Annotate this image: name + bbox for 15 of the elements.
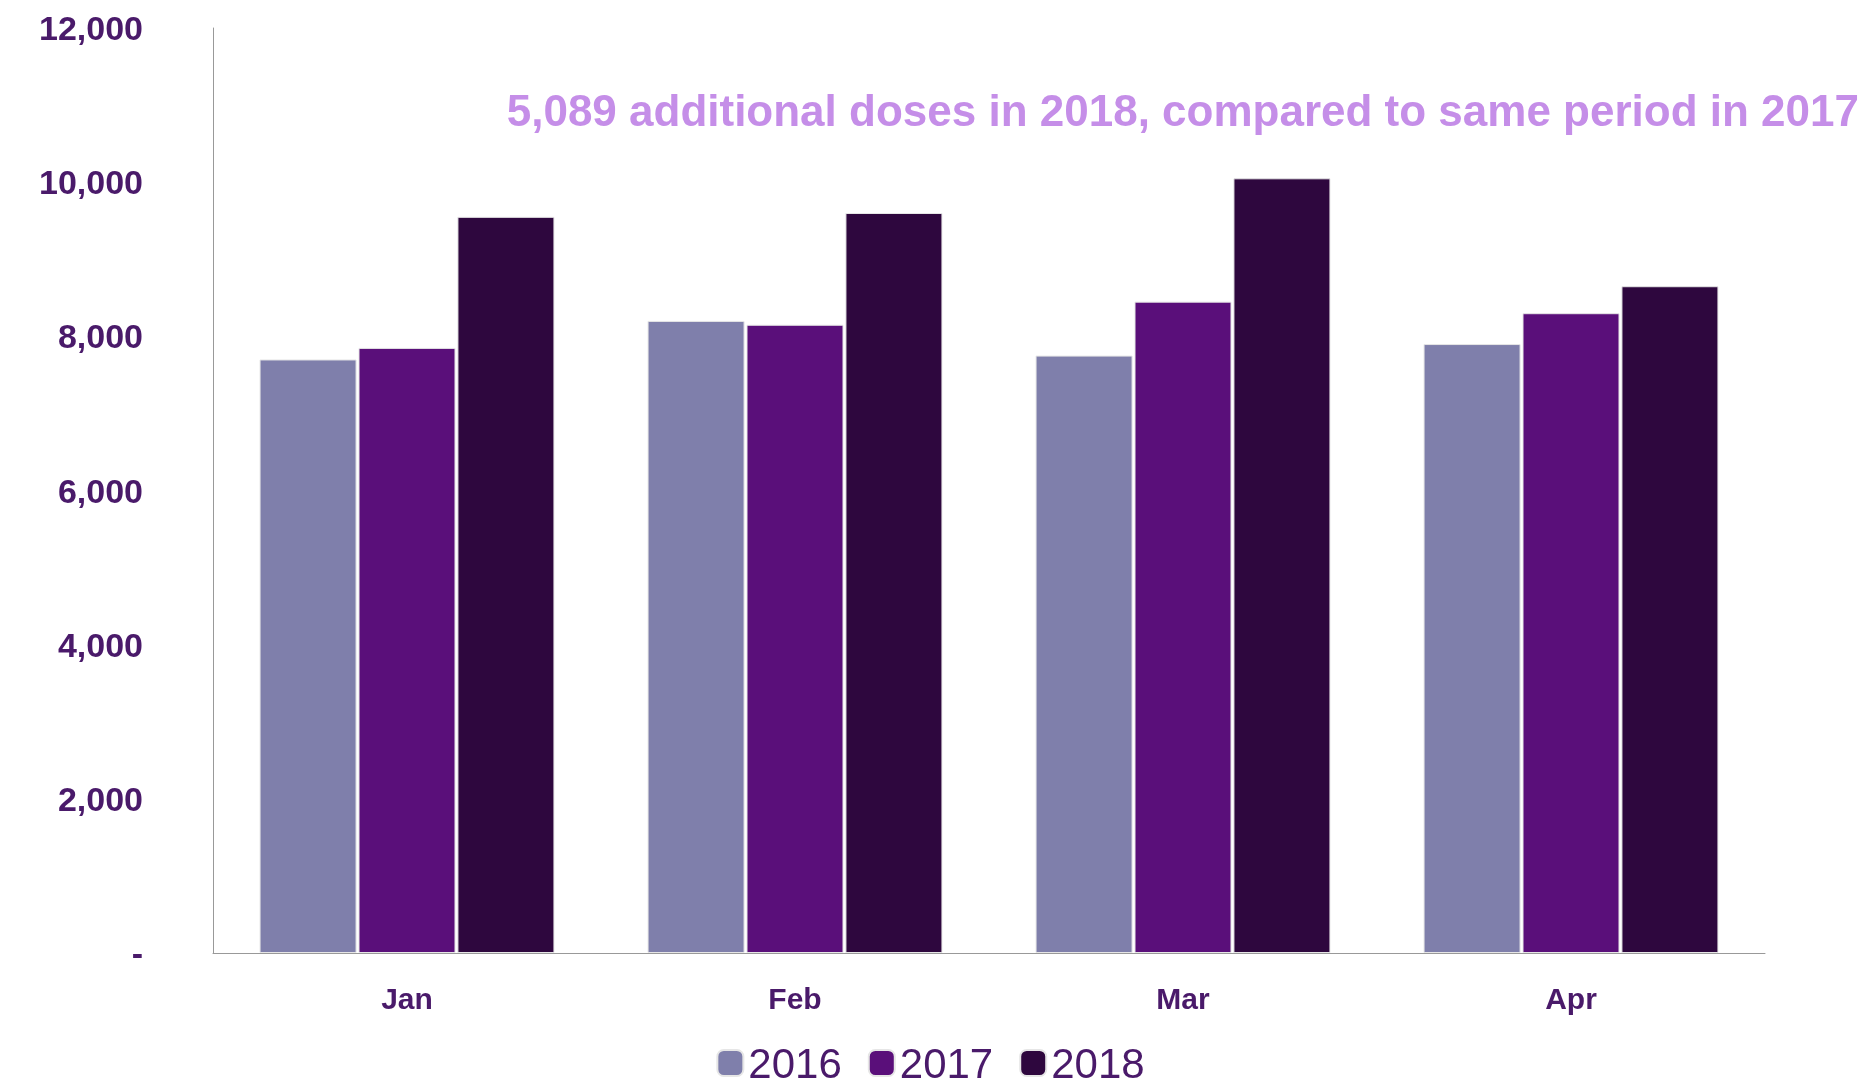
x-tick-label: Jan [381, 981, 433, 1015]
x-tick-label: Apr [1545, 981, 1598, 1015]
y-tick-label: 6,000 [57, 471, 143, 510]
y-tick-label: - [131, 934, 143, 972]
y-tick-label: 10,000 [39, 163, 143, 202]
annotation: 5,089 additional doses in 2018, compared to same period in 2017 [506, 85, 1860, 135]
y-tick-label: 12,000 [39, 9, 143, 47]
y-tick-label: 4,000 [57, 625, 143, 664]
y-tick-label: 8,000 [57, 317, 143, 356]
legend-label: 2018 [1051, 1039, 1145, 1087]
legend-label: 2017 [899, 1039, 994, 1087]
legend-label: 2016 [748, 1039, 842, 1087]
x-tick-label: Mar [1156, 981, 1210, 1015]
y-tick-label: 2,000 [57, 779, 143, 818]
x-tick-label: Feb [768, 981, 822, 1015]
